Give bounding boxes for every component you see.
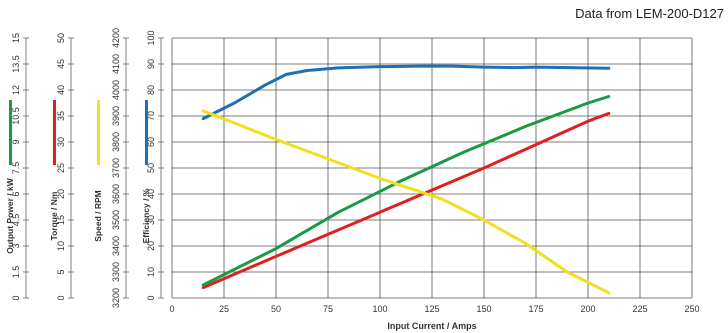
y-tick-label: 45 [56, 59, 66, 69]
x-tick-label: 175 [528, 304, 543, 314]
y-tick-label: 9 [11, 139, 21, 144]
y-tick-label: 20 [146, 241, 156, 251]
y-tick-label: 15 [11, 33, 21, 43]
y-tick-label: 10.5 [11, 107, 21, 125]
x-tick-label: 100 [372, 304, 387, 314]
y-tick-label: 40 [56, 85, 66, 95]
y-tick-label: 25 [56, 163, 66, 173]
y-tick-label: 0 [11, 295, 21, 300]
eff-axis-color-bar [145, 100, 148, 165]
y-tick-label: 3700 [111, 158, 121, 178]
x-tick-label: 50 [271, 304, 281, 314]
x-tick-label: 150 [476, 304, 491, 314]
speed-axis-color-bar [97, 100, 100, 165]
x-tick-label: 75 [323, 304, 333, 314]
y-tick-label: 35 [56, 111, 66, 121]
y-tick-label: 1.5 [11, 266, 21, 279]
y-tick-label: 5 [56, 269, 66, 274]
y-tick-label: 100 [146, 30, 156, 45]
power-axis-color-bar [9, 100, 12, 165]
y-tick-label: 6 [11, 191, 21, 196]
output-power-series-line [201, 95, 611, 287]
efficiency-series-line [201, 64, 611, 121]
power-axis-label: Output Power / kW [5, 177, 15, 254]
y-tick-label: 13.5 [11, 55, 21, 73]
x-tick-label: 200 [580, 304, 595, 314]
y-tick-label: 40 [146, 189, 156, 199]
y-tick-label: 15 [56, 215, 66, 225]
x-tick-label: 225 [632, 304, 647, 314]
y-tick-label: 4100 [111, 54, 121, 74]
y-tick-label: 10 [56, 241, 66, 251]
y-tick-label: 3 [11, 243, 21, 248]
x-tick-label: 0 [169, 304, 174, 314]
x-tick-label: 250 [684, 304, 699, 314]
y-tick-label: 30 [146, 215, 156, 225]
y-tick-label: 3200 [111, 288, 121, 308]
speed-series-line [201, 109, 611, 295]
y-tick-label: 4200 [111, 28, 121, 48]
y-tick-label: 0 [56, 295, 66, 300]
x-tick-label: 125 [424, 304, 439, 314]
y-tick-label: 30 [56, 137, 66, 147]
y-tick-label: 70 [146, 111, 156, 121]
y-tick-label: 4000 [111, 80, 121, 100]
eff-axis-label: Efficiency / % [141, 188, 151, 243]
data-source-note: Data from LEM-200-D127 [575, 6, 724, 21]
y-tick-label: 50 [146, 163, 156, 173]
y-tick-label: 20 [56, 189, 66, 199]
y-tick-label: 12 [11, 85, 21, 95]
y-tick-label: 80 [146, 85, 156, 95]
y-tick-label: 7.5 [11, 162, 21, 175]
y-tick-label: 0 [146, 295, 156, 300]
y-tick-label: 3900 [111, 106, 121, 126]
y-tick-label: 60 [146, 137, 156, 147]
y-tick-label: 3500 [111, 210, 121, 230]
y-tick-label: 50 [56, 33, 66, 43]
y-tick-label: 4.5 [11, 214, 21, 227]
y-tick-label: 3400 [111, 236, 121, 256]
y-tick-label: 90 [146, 59, 156, 69]
y-tick-label: 3800 [111, 132, 121, 152]
torque-axis-label: Torque / Nm [49, 191, 59, 240]
y-tick-label: 3600 [111, 184, 121, 204]
y-tick-label: 10 [146, 267, 156, 277]
x-tick-label: 25 [219, 304, 229, 314]
y-tick-label: 3300 [111, 262, 121, 282]
torque-series-line [201, 111, 611, 290]
torque-axis-color-bar [53, 100, 56, 165]
speed-axis-label: Speed / RPM [93, 190, 103, 241]
x-axis-label: Input Current / Amps [387, 321, 476, 331]
